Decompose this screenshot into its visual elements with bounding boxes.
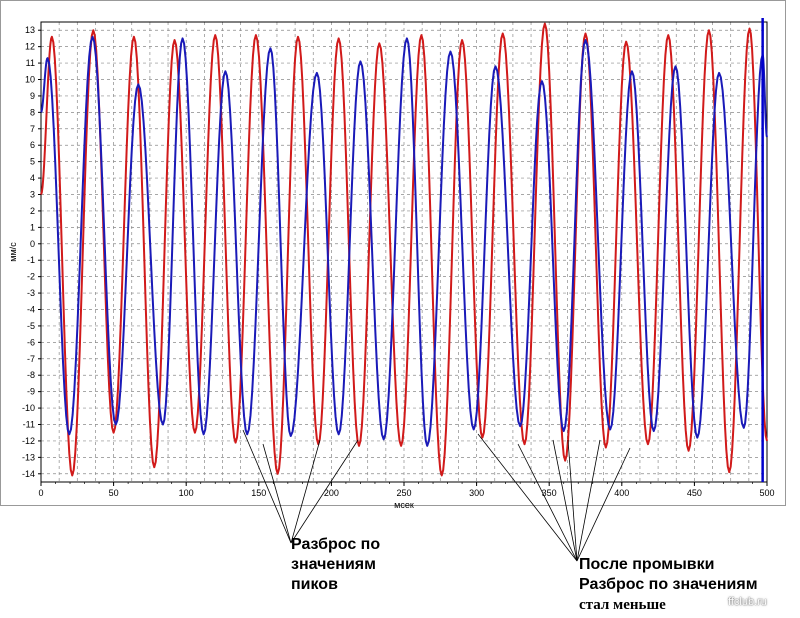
pointer-line-right — [567, 439, 578, 562]
y-axis: 131211109876543210-1-2-3-4-5-6-7-8-9-10-… — [22, 25, 41, 479]
y-tick-label: 13 — [25, 25, 35, 35]
x-tick-label: 350 — [542, 488, 557, 498]
x-tick-label: 150 — [251, 488, 266, 498]
y-tick-label: -1 — [27, 255, 35, 265]
series-2-line — [40, 35, 768, 447]
pointer-line-right — [576, 447, 631, 562]
pointer-line-left — [290, 439, 359, 544]
annotation-left-line1: Разброс по — [291, 536, 381, 553]
x-tick-label: 250 — [396, 488, 411, 498]
plot-frame — [0, 0, 786, 506]
x-tick-label: 100 — [179, 488, 194, 498]
watermark: ffclub.ru — [728, 596, 767, 608]
annotation-right-line1: После промывки — [579, 556, 715, 573]
y-tick-label: -13 — [22, 452, 35, 462]
y-tick-label: -11 — [23, 420, 35, 430]
pointer-line-right — [477, 433, 578, 562]
y-tick-label: 8 — [30, 107, 35, 117]
annotation-left: Разброс по значениям пиков — [291, 535, 380, 595]
pointer-line-right — [576, 439, 601, 562]
y-tick-label: -9 — [27, 387, 35, 397]
annotation-pointer-lines — [242, 429, 631, 562]
x-axis: 0 50 100 150 200 250 300 350 400 450 500 — [38, 482, 775, 498]
pointer-line-left — [262, 443, 292, 544]
y-tick-label: 12 — [25, 42, 35, 52]
x-tick-label: 200 — [324, 488, 339, 498]
y-tick-label: -10 — [22, 403, 35, 413]
y-tick-label: -8 — [27, 370, 35, 380]
y-tick-label: 0 — [30, 239, 35, 249]
y-axis-label: мм/с — [8, 242, 18, 262]
y-tick-label: -3 — [27, 288, 35, 298]
y-tick-label: 11 — [26, 58, 35, 68]
series-1-line — [40, 22, 768, 477]
y-tick-label: -4 — [27, 305, 35, 315]
y-tick-label: 5 — [30, 157, 35, 167]
y-tick-label: -12 — [22, 436, 35, 446]
pointer-line-left — [290, 439, 321, 544]
x-tick-label: 300 — [469, 488, 484, 498]
x-tick-label: 0 — [38, 488, 43, 498]
annotation-right: После промывки Разброс по значениям стал… — [579, 555, 758, 615]
y-tick-label: 10 — [25, 75, 35, 85]
y-tick-label: 6 — [30, 140, 35, 150]
y-tick-label: 3 — [30, 190, 35, 200]
y-tick-label: 2 — [30, 206, 35, 216]
y-tick-label: -5 — [27, 321, 35, 331]
y-tick-label: 1 — [30, 222, 35, 232]
annotation-left-line2: значениям — [291, 556, 376, 573]
x-tick-label: 450 — [687, 488, 702, 498]
annotation-right-line3: стал меньше — [579, 597, 666, 613]
annotation-left-line3: пиков — [291, 576, 338, 593]
x-tick-label: 50 — [109, 488, 119, 498]
y-tick-label: -7 — [27, 354, 35, 364]
y-tick-label: -14 — [22, 469, 35, 479]
pointer-line-right — [517, 443, 578, 562]
x-tick-label: 500 — [759, 488, 774, 498]
pointer-line-left — [242, 429, 292, 544]
annotation-right-line2: Разброс по значениям — [579, 576, 758, 593]
y-tick-label: -2 — [27, 272, 35, 282]
y-tick-label: 7 — [30, 124, 35, 134]
x-tick-label: 400 — [614, 488, 629, 498]
y-tick-label: -6 — [27, 337, 35, 347]
series-group — [40, 22, 768, 477]
x-axis-label: мсек — [394, 500, 414, 510]
y-tick-label: 9 — [30, 91, 35, 101]
pointer-line-right — [552, 439, 578, 562]
y-tick-label: 4 — [30, 173, 35, 183]
